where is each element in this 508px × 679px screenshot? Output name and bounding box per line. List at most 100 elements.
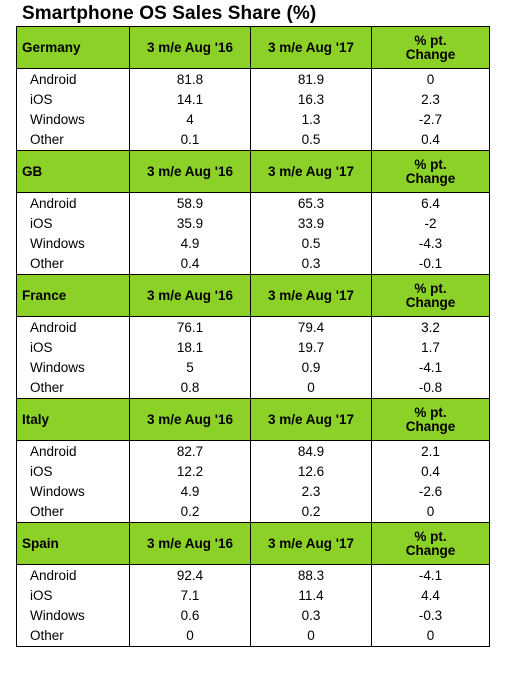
value-aug17: 0.5	[250, 234, 372, 254]
value-change: 0.4	[371, 130, 490, 151]
value-aug17: 12.6	[250, 462, 372, 482]
table-row: Other 0 0 0	[16, 626, 490, 647]
value-change: -0.1	[371, 254, 490, 275]
change-header-label: % pt. Change	[405, 280, 456, 310]
column-header-aug17: 3 m/e Aug '17	[250, 522, 372, 565]
table-row: Windows 5 0.9 -4.1	[16, 358, 490, 378]
page-title: Smartphone OS Sales Share (%)	[22, 3, 317, 24]
value-aug17: 1.3	[250, 110, 372, 130]
column-header-aug16: 3 m/e Aug '16	[129, 150, 251, 193]
value-change: 0.4	[371, 462, 490, 482]
value-change: -2	[371, 214, 490, 234]
region-rows: Android 82.7 84.9 2.1 iOS 12.2 12.6 0.4 Windows 4…	[16, 440, 490, 523]
value-aug17: 0.9	[250, 358, 372, 378]
os-name: Other	[16, 378, 130, 399]
value-change: 0	[371, 68, 490, 90]
column-header-change: % pt. Change	[371, 150, 490, 193]
column-header-aug17: 3 m/e Aug '17	[250, 274, 372, 317]
change-header-line2: Change	[405, 46, 456, 62]
table-row: Other 0.2 0.2 0	[16, 502, 490, 523]
value-aug16: 7.1	[129, 586, 251, 606]
value-aug17: 81.9	[250, 68, 372, 90]
change-header-label: % pt. Change	[405, 157, 456, 186]
change-header-label: % pt. Change	[405, 32, 456, 62]
column-header-aug17: 3 m/e Aug '17	[250, 26, 372, 69]
value-aug16: 18.1	[129, 338, 251, 358]
value-change: -4.1	[371, 358, 490, 378]
value-aug16: 0.6	[129, 606, 251, 626]
sales-share-table: Germany 3 m/e Aug '16 3 m/e Aug '17% pt. Ch…	[16, 26, 490, 647]
value-aug16: 5	[129, 358, 251, 378]
value-aug16: 0.2	[129, 502, 251, 523]
column-header-aug17: 3 m/e Aug '17	[250, 398, 372, 441]
os-name: Windows	[16, 234, 130, 254]
value-aug16: 0.8	[129, 378, 251, 399]
os-name: Android	[16, 440, 130, 462]
os-name: Windows	[16, 358, 130, 378]
table-row: Android 92.4 88.3 -4.1	[16, 564, 490, 586]
value-aug16: 0.4	[129, 254, 251, 275]
value-aug17: 65.3	[250, 192, 372, 214]
table-row: iOS 18.1 19.7 1.7	[16, 338, 490, 358]
region-rows: Android 81.8 81.9 0 iOS 14.1 16.3 2.3 Windows 4 1.…	[16, 68, 490, 151]
change-header-label: % pt. Change	[405, 528, 456, 558]
value-aug16: 4	[129, 110, 251, 130]
value-aug16: 81.8	[129, 68, 251, 90]
region-name: Italy	[16, 398, 130, 441]
column-header-aug16: 3 m/e Aug '16	[129, 522, 251, 565]
value-change: -0.3	[371, 606, 490, 626]
value-change: 1.7	[371, 338, 490, 358]
value-aug16: 35.9	[129, 214, 251, 234]
value-change: 0	[371, 626, 490, 647]
header-row: GB 3 m/e Aug '16 3 m/e Aug '17 % pt. Change	[16, 150, 490, 193]
value-change: 4.4	[371, 586, 490, 606]
change-header-line1: % pt.	[414, 280, 447, 296]
table-row: Windows 0.6 0.3 -0.3	[16, 606, 490, 626]
value-aug16: 58.9	[129, 192, 251, 214]
column-header-change: % pt. Change	[371, 522, 490, 565]
region-header: Italy 3 m/e Aug '16 3 m/e Aug '17 % pt. Chan…	[16, 398, 490, 441]
os-name: Android	[16, 564, 130, 586]
table-row: Other 0.8 0 -0.8	[16, 378, 490, 399]
change-header-label: % pt. Change	[406, 405, 456, 434]
value-aug17: 0.3	[250, 606, 372, 626]
os-name: Other	[16, 130, 130, 151]
region-name: Germany	[16, 26, 130, 69]
region-rows: Android 92.4 88.3 -4.1 iOS 7.1 11.4 4.4 Windows 0…	[16, 564, 490, 647]
header-row: Germany 3 m/e Aug '16 3 m/e Aug '17 % pt. Ch…	[16, 26, 490, 69]
region-rows: Android 58.9 65.3 6.4 iOS 35.9 33.9 -2 Windows 4.…	[16, 192, 490, 275]
os-name: iOS	[16, 214, 130, 234]
value-aug17: 11.4	[250, 586, 372, 606]
column-header-change: % pt. Change	[371, 26, 490, 69]
value-aug17: 0.2	[250, 502, 372, 523]
region-header: Germany 3 m/e Aug '16 3 m/e Aug '17 % pt. Ch…	[16, 26, 490, 69]
value-change: 2.3	[371, 90, 490, 110]
os-name: iOS	[16, 462, 130, 482]
region-name: Spain	[16, 522, 130, 565]
change-header-line2: Change	[405, 542, 456, 558]
value-aug17: 0.3	[250, 254, 372, 275]
value-aug16: 12.2	[129, 462, 251, 482]
region-header: Spain 3 m/e Aug '16 3 m/e Aug '17 % pt. Chan…	[16, 522, 490, 565]
value-aug17: 33.9	[250, 214, 372, 234]
change-header-line1: % pt.	[414, 32, 447, 48]
value-aug17: 0.5	[250, 130, 372, 151]
value-aug16: 14.1	[129, 90, 251, 110]
value-change: -4.1	[371, 564, 490, 586]
value-change: -2.7	[371, 110, 490, 130]
os-name: Windows	[16, 110, 130, 130]
value-aug16: 4.9	[129, 234, 251, 254]
value-change: 6.4	[371, 192, 490, 214]
table-row: iOS 35.9 33.9 -2	[16, 214, 490, 234]
value-aug17: 88.3	[250, 564, 372, 586]
change-header-line2: Change	[405, 170, 456, 186]
header-row: France 3 m/e Aug '16 3 m/e Aug '17 % pt. Cha…	[16, 274, 490, 317]
table-row: Android 58.9 65.3 6.4	[16, 192, 490, 214]
value-aug17: 16.3	[250, 90, 372, 110]
value-aug16: 0.1	[129, 130, 251, 151]
region-rows: Android 76.1 79.4 3.2 iOS 18.1 19.7 1.7 Windows 5…	[16, 316, 490, 399]
change-header-line1: % pt.	[414, 528, 447, 544]
change-header-line2: Change	[405, 294, 456, 310]
region-header: GB 3 m/e Aug '16 3 m/e Aug '17 % pt. Change	[16, 150, 490, 193]
os-name: iOS	[16, 90, 130, 110]
